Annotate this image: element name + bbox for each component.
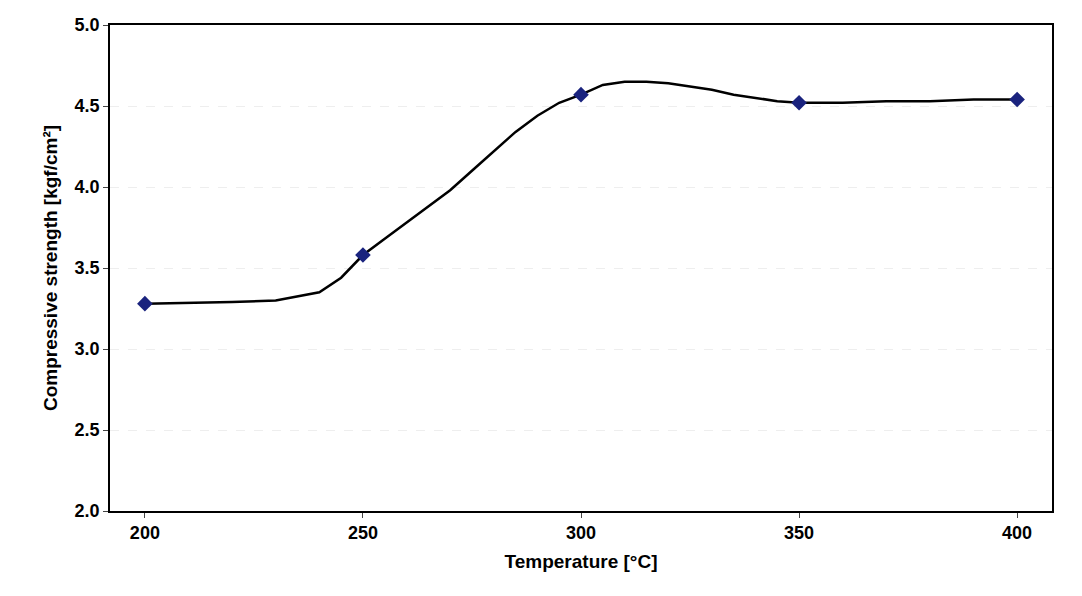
svg-text:400: 400 — [1002, 523, 1032, 543]
svg-text:350: 350 — [784, 523, 814, 543]
svg-text:3.5: 3.5 — [75, 258, 100, 278]
svg-text:2.5: 2.5 — [75, 420, 100, 440]
svg-text:200: 200 — [130, 523, 160, 543]
svg-text:3.0: 3.0 — [75, 339, 100, 359]
svg-text:300: 300 — [566, 523, 596, 543]
svg-text:250: 250 — [348, 523, 378, 543]
svg-text:2.0: 2.0 — [75, 501, 100, 521]
svg-text:5.0: 5.0 — [75, 15, 100, 35]
svg-text:4.0: 4.0 — [75, 177, 100, 197]
svg-text:Compressive strength [kgf/cm²]: Compressive strength [kgf/cm²] — [40, 125, 61, 411]
svg-text:Temperature [°C]: Temperature [°C] — [505, 551, 658, 572]
svg-text:4.5: 4.5 — [75, 96, 100, 116]
